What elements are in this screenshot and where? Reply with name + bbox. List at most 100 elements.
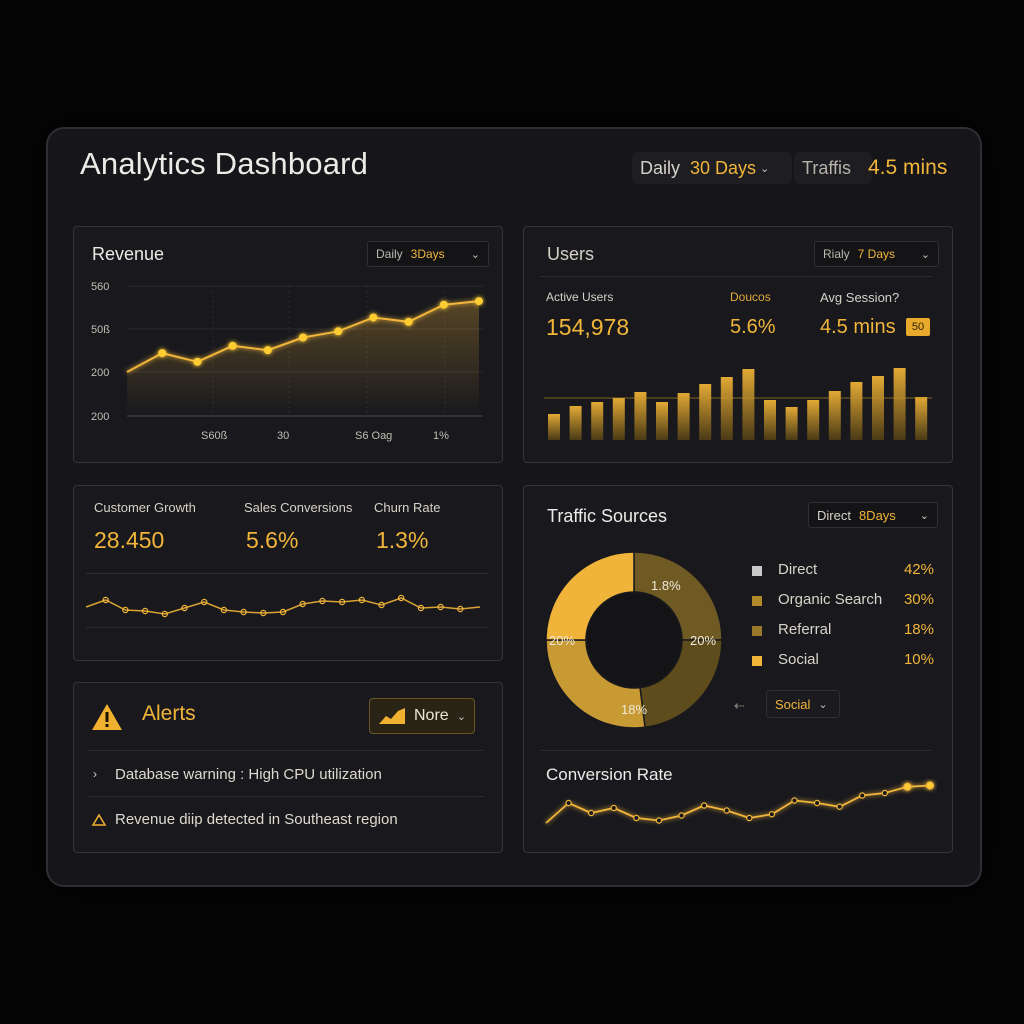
traffic-metric-tab[interactable]: Traffis	[794, 152, 872, 184]
revenue-data-point	[299, 333, 307, 342]
avg-session-label: Avg Session?	[820, 290, 900, 305]
users-title: Users	[547, 244, 595, 264]
traffic-range-selector[interactable]: Direct 8Days ⌄	[808, 502, 938, 528]
y-tick-label: 50ß	[91, 324, 110, 336]
legend-swatch	[752, 566, 762, 576]
alerts-button-label: Nore	[414, 707, 449, 724]
donut-slice-label: 20%	[690, 633, 716, 648]
traffic-value: 4.5 mins	[868, 156, 948, 179]
traffic-selector-label: Direct	[817, 507, 851, 523]
legend-percent: 10%	[903, 651, 934, 668]
kpi-sparkline-point	[240, 608, 247, 616]
donut-hole	[587, 593, 681, 687]
kpi-sparkline-point	[457, 605, 464, 613]
legend-name: Referral	[778, 621, 832, 638]
chevron-down-icon: ⌄	[470, 248, 480, 261]
conversion-data-point	[859, 792, 866, 799]
conversion-data-point	[903, 782, 912, 791]
conversion-data-point	[791, 797, 798, 804]
users-bar	[893, 368, 906, 440]
kpi-sparkline-point	[378, 601, 385, 609]
conversion-data-point	[700, 802, 708, 809]
kpi-sparkline-point	[358, 596, 365, 604]
revenue-data-point	[439, 300, 448, 309]
users-range-selector[interactable]: Rialy 7 Days ⌄	[814, 241, 939, 267]
kpi-sparkline-point	[181, 604, 188, 612]
donut-slice-label: 18%	[621, 702, 647, 717]
active-users-value: 154,978	[546, 314, 630, 340]
doucos-label: Doucos	[730, 290, 771, 304]
alert-item[interactable]: Revenue diip detected in Southeast regio…	[115, 811, 398, 828]
doucos-value: 5.6%	[730, 316, 776, 338]
kpi-sparkline-point	[417, 604, 425, 612]
kpi-sparkline-point	[141, 607, 149, 615]
users-bar	[612, 398, 625, 440]
active-users-label: Active Users	[546, 290, 614, 304]
kpi-sparkline-point	[437, 603, 444, 611]
alerts-more-button[interactable]: Nore ⌄	[369, 698, 475, 734]
kpi-sparkline-point	[260, 609, 267, 617]
y-tick-label: 200	[91, 411, 109, 423]
users-bar	[807, 400, 820, 440]
chevron-down-icon: ⌄	[760, 162, 770, 175]
chevron-down-icon: ⌄	[456, 710, 466, 723]
alert-item[interactable]: Database warning : High CPU utilization	[115, 766, 382, 783]
divider	[88, 796, 484, 797]
revenue-data-point	[404, 317, 413, 326]
kpi-sparkline-point	[102, 596, 109, 604]
page-title: Analytics Dashboard	[80, 146, 369, 181]
x-tick-label: 30	[277, 430, 289, 442]
users-bar	[850, 382, 863, 440]
y-tick-label: 560	[91, 281, 109, 293]
conversion-data-point	[881, 789, 889, 797]
conversion-data-point	[723, 807, 730, 814]
sales-conversions-value: 5.6%	[246, 527, 299, 553]
conversion-data-point	[813, 799, 821, 807]
kpi-sparkline-point	[220, 606, 228, 614]
legend-name: Social	[778, 651, 819, 668]
conversion-data-point	[678, 812, 685, 819]
churn-rate-value: 1.3%	[376, 527, 429, 553]
customer-growth-label: Customer Growth	[94, 500, 196, 515]
users-bar	[742, 369, 755, 440]
donut-slice	[545, 551, 635, 641]
divider	[540, 750, 932, 751]
arrow-icon: ⇠	[734, 698, 745, 713]
social-filter-label: Social	[775, 696, 811, 712]
users-bar	[548, 414, 560, 440]
kpi-sparkline-point	[299, 600, 306, 608]
y-tick-label: 200	[91, 367, 109, 379]
customer-growth-value: 28.450	[94, 527, 165, 553]
alerts-title: Alerts	[142, 702, 196, 725]
kpi-sparkline-point	[161, 610, 168, 618]
legend-percent: 30%	[903, 591, 934, 608]
kpi-sparkline-point	[338, 598, 346, 606]
sales-conversions-label: Sales Conversions	[244, 500, 353, 515]
users-bar	[591, 402, 604, 440]
area-chart-icon	[379, 708, 405, 724]
chevron-down-icon: ⌄	[920, 248, 930, 261]
revenue-range-selector[interactable]: Daily 3Days ⌄	[367, 241, 489, 267]
legend-swatch	[752, 596, 762, 606]
traffic-sources-title: Traffic Sources	[547, 506, 668, 526]
revenue-selector-label: Daily	[376, 247, 403, 261]
users-bar	[915, 397, 928, 440]
divider	[540, 276, 932, 277]
period-value: 30 Days	[690, 157, 757, 178]
legend-swatch	[752, 656, 762, 666]
users-bar	[569, 406, 582, 440]
avg-session-value: 4.5 mins	[820, 316, 896, 338]
kpi-sparkline-point	[398, 594, 405, 602]
period-selector[interactable]: Daily 30 Days ⌄	[632, 152, 792, 184]
donut-slice	[545, 639, 646, 729]
churn-rate-label: Churn Rate	[374, 500, 441, 515]
traffic-metric-value-box: 4.5 mins	[868, 152, 968, 184]
revenue-data-point	[475, 297, 483, 306]
x-tick-label: 1%	[433, 430, 449, 442]
users-bar	[764, 400, 776, 440]
kpi-sparkline-path	[85, 597, 481, 615]
social-filter-button[interactable]: Social ⌄	[766, 690, 840, 718]
